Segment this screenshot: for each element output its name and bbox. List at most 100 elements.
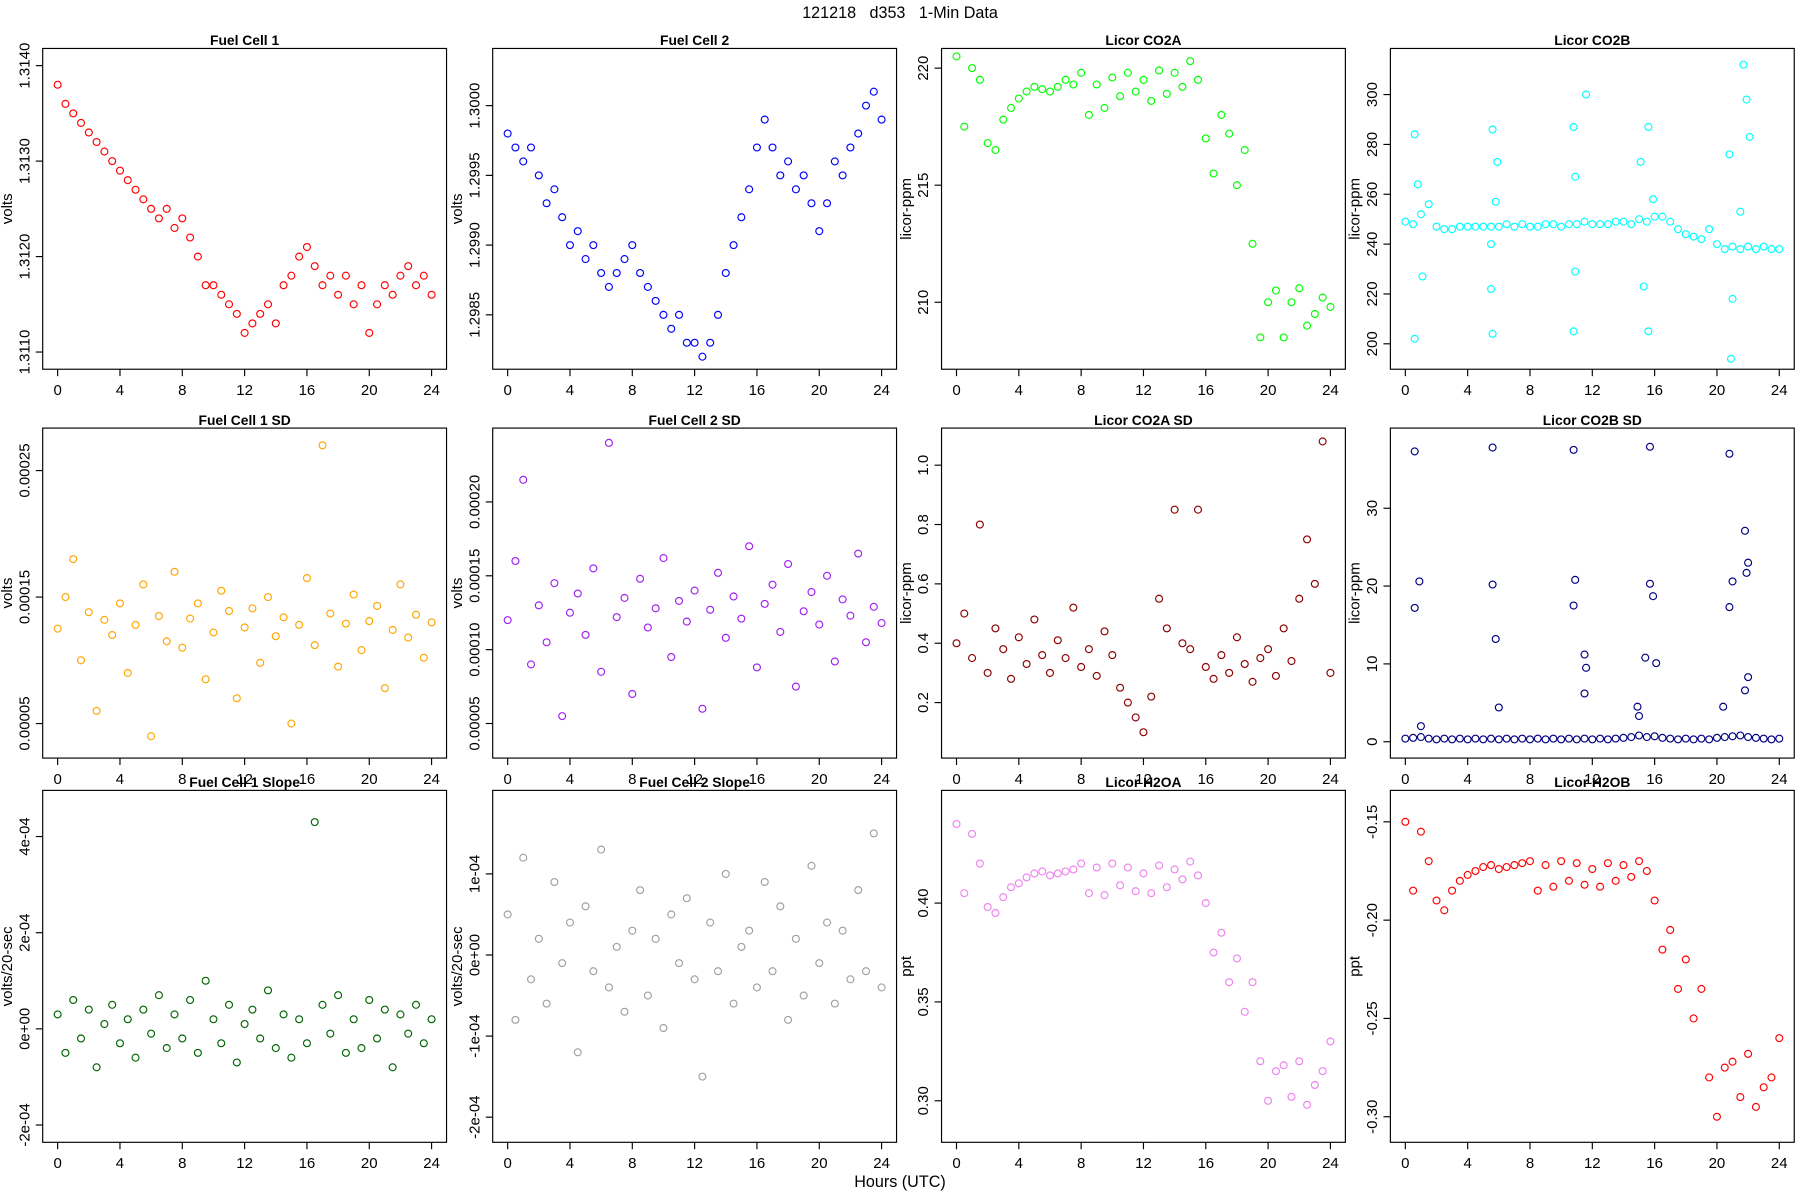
- point: [1479, 222, 1488, 231]
- y-tick-label: 280: [1364, 132, 1381, 157]
- point: [960, 609, 969, 618]
- point: [643, 623, 652, 632]
- point: [1131, 713, 1140, 722]
- y-tick-label: 1.3130: [16, 138, 33, 184]
- x-tick-label: 12: [1584, 1155, 1601, 1172]
- point: [1030, 615, 1039, 624]
- point: [256, 658, 265, 667]
- point: [674, 959, 684, 968]
- point: [1571, 575, 1580, 584]
- point: [1271, 1067, 1280, 1076]
- point: [991, 908, 1000, 918]
- x-tick-label: 8: [628, 382, 636, 399]
- point: [768, 143, 777, 152]
- point: [999, 645, 1008, 654]
- point: [698, 704, 707, 713]
- point: [1681, 734, 1690, 743]
- point: [232, 1058, 241, 1067]
- panel-title: Licor CO2A: [1105, 32, 1181, 48]
- point: [224, 300, 234, 309]
- x-tick-label: 8: [1077, 771, 1085, 788]
- x-tick-label: 20: [361, 1155, 378, 1172]
- point: [690, 338, 699, 347]
- point: [326, 1029, 335, 1038]
- point: [1409, 886, 1418, 895]
- point: [752, 983, 761, 992]
- point: [659, 1023, 668, 1033]
- point: [1658, 733, 1667, 742]
- x-tick-label: 16: [1646, 1155, 1663, 1172]
- point: [162, 204, 171, 213]
- point: [256, 1034, 265, 1043]
- point: [240, 328, 249, 337]
- point: [1611, 217, 1620, 226]
- point: [287, 271, 296, 280]
- point: [721, 268, 730, 278]
- y-tick-label: -0.20: [1364, 903, 1381, 937]
- point: [1726, 354, 1736, 363]
- y-tick-label: 0.00015: [16, 570, 33, 624]
- point: [1666, 734, 1675, 743]
- point: [1744, 673, 1753, 682]
- point: [1084, 889, 1093, 898]
- point: [698, 352, 707, 361]
- point: [604, 983, 613, 992]
- point: [1287, 1092, 1296, 1101]
- point: [1155, 861, 1164, 870]
- panel-title: Fuel Cell 1 SD: [199, 412, 291, 428]
- point: [1751, 1102, 1760, 1111]
- x-tick-label: 16: [1197, 1155, 1214, 1172]
- point: [1045, 87, 1055, 96]
- point: [1108, 73, 1117, 82]
- y-tick-label: 0.00015: [466, 549, 483, 603]
- x-tick-label: 24: [1322, 1155, 1339, 1172]
- point: [1541, 861, 1550, 870]
- y-tick-label: 1.3000: [466, 83, 483, 129]
- point: [597, 268, 606, 278]
- point: [396, 271, 405, 280]
- point: [1139, 75, 1148, 84]
- point: [1401, 217, 1410, 226]
- point: [131, 185, 140, 194]
- point: [534, 601, 543, 610]
- point: [1287, 656, 1296, 666]
- point: [1767, 245, 1776, 254]
- plot-frame: [940, 427, 1346, 759]
- point: [1116, 881, 1125, 890]
- point: [1666, 217, 1675, 226]
- point: [784, 559, 793, 569]
- point: [1131, 87, 1140, 96]
- point: [1310, 309, 1319, 319]
- point: [295, 252, 304, 261]
- plot-frame: [1389, 47, 1795, 370]
- point: [659, 310, 668, 319]
- point: [869, 87, 878, 96]
- point: [1518, 859, 1527, 868]
- point: [1448, 735, 1457, 744]
- point: [1525, 222, 1535, 231]
- x-tick-label: 24: [423, 771, 440, 788]
- x-tick-label: 24: [423, 1155, 440, 1172]
- point: [1720, 1063, 1729, 1072]
- point: [1264, 645, 1273, 654]
- point: [310, 818, 319, 827]
- y-tick-label: 1.3110: [16, 330, 33, 375]
- x-tick-label: 0: [952, 1155, 960, 1172]
- point: [776, 171, 785, 180]
- y-tick-label: 300: [1364, 82, 1381, 107]
- point: [1725, 603, 1734, 612]
- panel-title: Licor CO2A SD: [1094, 412, 1193, 428]
- point: [1633, 702, 1642, 711]
- plot-frame: [42, 427, 448, 759]
- x-tick-label: 16: [749, 771, 766, 788]
- point: [349, 590, 358, 599]
- point: [1635, 712, 1644, 721]
- point: [411, 1000, 421, 1009]
- point: [1413, 180, 1422, 189]
- panel-title: Licor CO2B SD: [1543, 412, 1642, 428]
- point: [1318, 293, 1327, 302]
- x-tick-label: 12: [686, 1155, 703, 1172]
- point: [1303, 321, 1312, 330]
- point: [1416, 827, 1425, 836]
- point: [1053, 869, 1062, 878]
